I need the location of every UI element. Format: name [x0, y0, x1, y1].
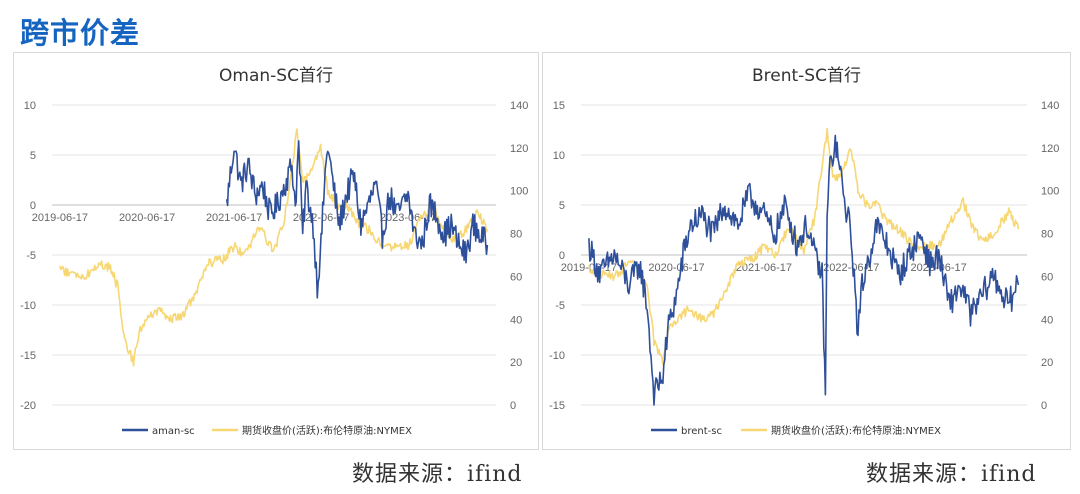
right-axis-tick-label: 120 [1041, 143, 1059, 155]
chart-panel-brent-sc: Brent-SC首行 15 10 5 0 -5 -10 -15 140 120 100 80 60 40 2… [542, 52, 1071, 450]
left-axis-tick-label: 0 [30, 200, 36, 212]
left-axis-tick-label: 0 [559, 250, 565, 262]
left-axis-tick-label: 10 [553, 150, 565, 162]
right-axis-tick-label: 100 [510, 186, 528, 198]
data-source-left: 数据来源：ifind [352, 462, 523, 487]
x-axis-tick-label: 2023-06-17 [380, 212, 436, 224]
page-title: 跨市价差 [20, 16, 141, 50]
chart-brent-sc: Brent-SC首行 15 10 5 0 -5 -10 -15 140 120 100 80 60 40 2… [549, 66, 1059, 437]
x-axis-tick-label: 2019-06-17 [32, 212, 88, 224]
left-axis-tick-label: -10 [20, 300, 36, 312]
x-axis-tick-label: 2020-06-17 [119, 212, 175, 224]
left-axis-tick-label: -20 [20, 400, 36, 412]
x-axis-tick-label: 2020-06-17 [648, 262, 704, 274]
series-line-brent-price [588, 127, 1020, 366]
right-axis-tick-label: 20 [510, 357, 522, 369]
right-axis-tick-label: 140 [1041, 100, 1059, 112]
chart-title: Brent-SC首行 [752, 66, 861, 86]
right-axis-tick-label: 0 [1041, 400, 1047, 412]
right-axis-tick-label: 40 [1041, 314, 1053, 326]
left-axis-tick-label: 5 [559, 200, 565, 212]
chart-oman-sc: Oman-SC首行 10 5 0 -5 -10 -15 -20 140 120 100 80 60 40 2… [20, 66, 528, 437]
left-axis-tick-label: 10 [24, 100, 36, 112]
data-source-right: 数据来源：ifind [866, 462, 1037, 487]
right-axis-tick-label: 120 [510, 143, 528, 155]
legend-label: 期货收盘价(活跃):布伦特原油:NYMEX [771, 424, 941, 437]
left-axis-tick-label: -5 [555, 300, 565, 312]
x-axis-tick-label: 2023-06-17 [911, 262, 967, 274]
left-axis-tick-label: -10 [549, 350, 565, 362]
chart-panel-oman-sc: Oman-SC首行 10 5 0 -5 -10 -15 -20 140 120 100 80 60 40 2… [13, 52, 539, 450]
x-axis-tick-label: 2021-06-17 [736, 262, 792, 274]
left-axis-tick-label: 5 [30, 150, 36, 162]
right-axis-tick-label: 140 [510, 100, 528, 112]
legend-label: aman-sc [152, 426, 195, 437]
right-axis-tick-label: 0 [510, 400, 516, 412]
left-axis-tick-label: -15 [20, 350, 36, 362]
chart-title: Oman-SC首行 [219, 66, 333, 86]
right-axis-tick-label: 100 [1041, 186, 1059, 198]
left-axis-tick-label: -15 [549, 400, 565, 412]
right-axis-tick-label: 40 [510, 314, 522, 326]
legend-label: brent-sc [681, 426, 722, 437]
left-axis-tick-label: 15 [553, 100, 565, 112]
series-line-spread [225, 140, 489, 299]
x-axis-tick-label: 2022-06-17 [823, 262, 879, 274]
legend-label: 期货收盘价(活跃):布伦特原油:NYMEX [242, 424, 412, 437]
right-axis-tick-label: 20 [1041, 357, 1053, 369]
left-axis-tick-label: -5 [26, 250, 36, 262]
series-line-brent-price [59, 128, 489, 367]
x-axis-tick-label: 2021-06-17 [206, 212, 262, 224]
right-axis-tick-label: 60 [1041, 271, 1053, 283]
right-axis-tick-label: 60 [510, 271, 522, 283]
right-axis-tick-label: 80 [1041, 229, 1053, 241]
right-axis-tick-label: 80 [510, 229, 522, 241]
series-line-spread [588, 134, 1020, 406]
x-axis-tick-label: 2022-06-17 [293, 212, 349, 224]
